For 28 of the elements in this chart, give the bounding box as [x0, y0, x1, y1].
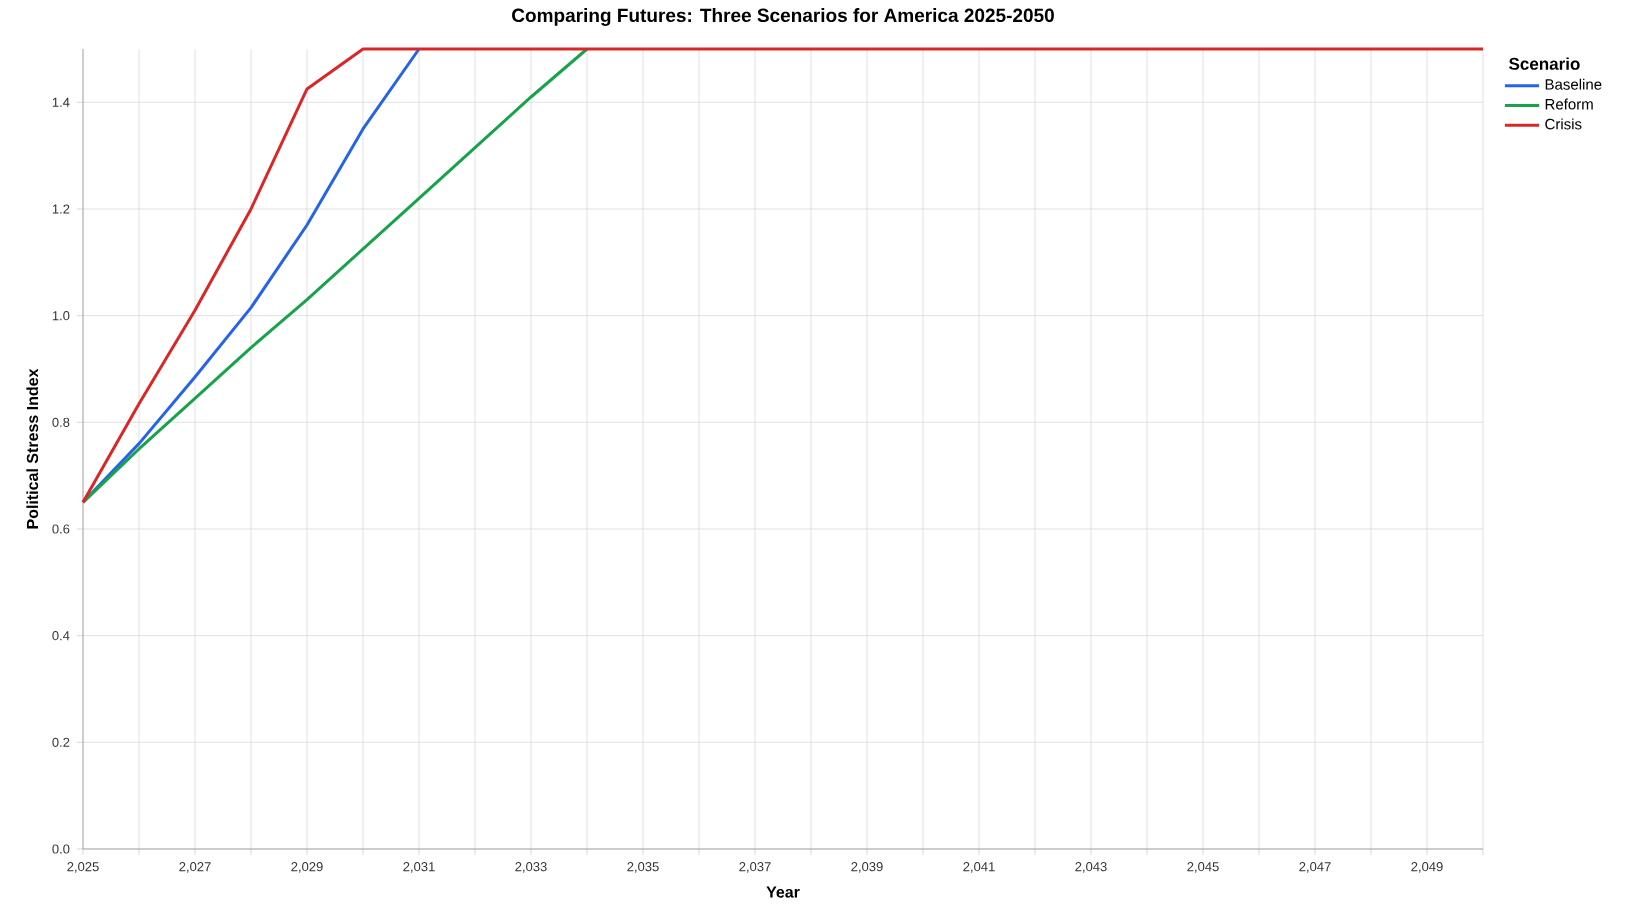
- x-tick-label: 2,029: [291, 862, 323, 873]
- x-axis-title: Year: [766, 886, 800, 898]
- chart-title: Comparing Futures: Three Scenarios for America 2025-2050: [512, 8, 1054, 26]
- x-tick-label: 2,027: [179, 862, 211, 873]
- legend-label: Reform: [1545, 98, 1593, 110]
- y-tick-label: 1.4: [52, 97, 70, 107]
- y-tick-label: 0.2: [52, 737, 70, 747]
- x-tick-label: 2,025: [67, 862, 99, 873]
- x-tick-label: 2,049: [1411, 862, 1443, 873]
- legend-title: Scenario: [1509, 57, 1580, 70]
- x-tick-label: 2,047: [1299, 862, 1331, 873]
- y-tick-label: 1.0: [52, 311, 70, 321]
- x-tick-label: 2,043: [1075, 862, 1107, 873]
- x-tick-label: 2,031: [403, 862, 435, 873]
- legend-label: Crisis: [1545, 118, 1582, 130]
- y-tick-label: 0.4: [52, 631, 70, 641]
- y-tick-label: 0.6: [52, 524, 70, 534]
- x-tick-label: 2,037: [739, 862, 771, 873]
- x-tick-label: 2,033: [515, 862, 547, 873]
- y-axis-title: Political Stress Index: [26, 368, 39, 529]
- x-tick-label: 2,041: [963, 862, 995, 873]
- x-tick-label: 2,045: [1187, 862, 1219, 873]
- legend-label: Baseline: [1545, 78, 1602, 90]
- x-tick-label: 2,035: [627, 862, 659, 873]
- x-tick-label: 2,039: [851, 862, 883, 873]
- y-tick-label: 0.8: [52, 417, 70, 427]
- y-tick-label: 0.0: [52, 844, 70, 854]
- y-tick-label: 1.2: [52, 204, 70, 214]
